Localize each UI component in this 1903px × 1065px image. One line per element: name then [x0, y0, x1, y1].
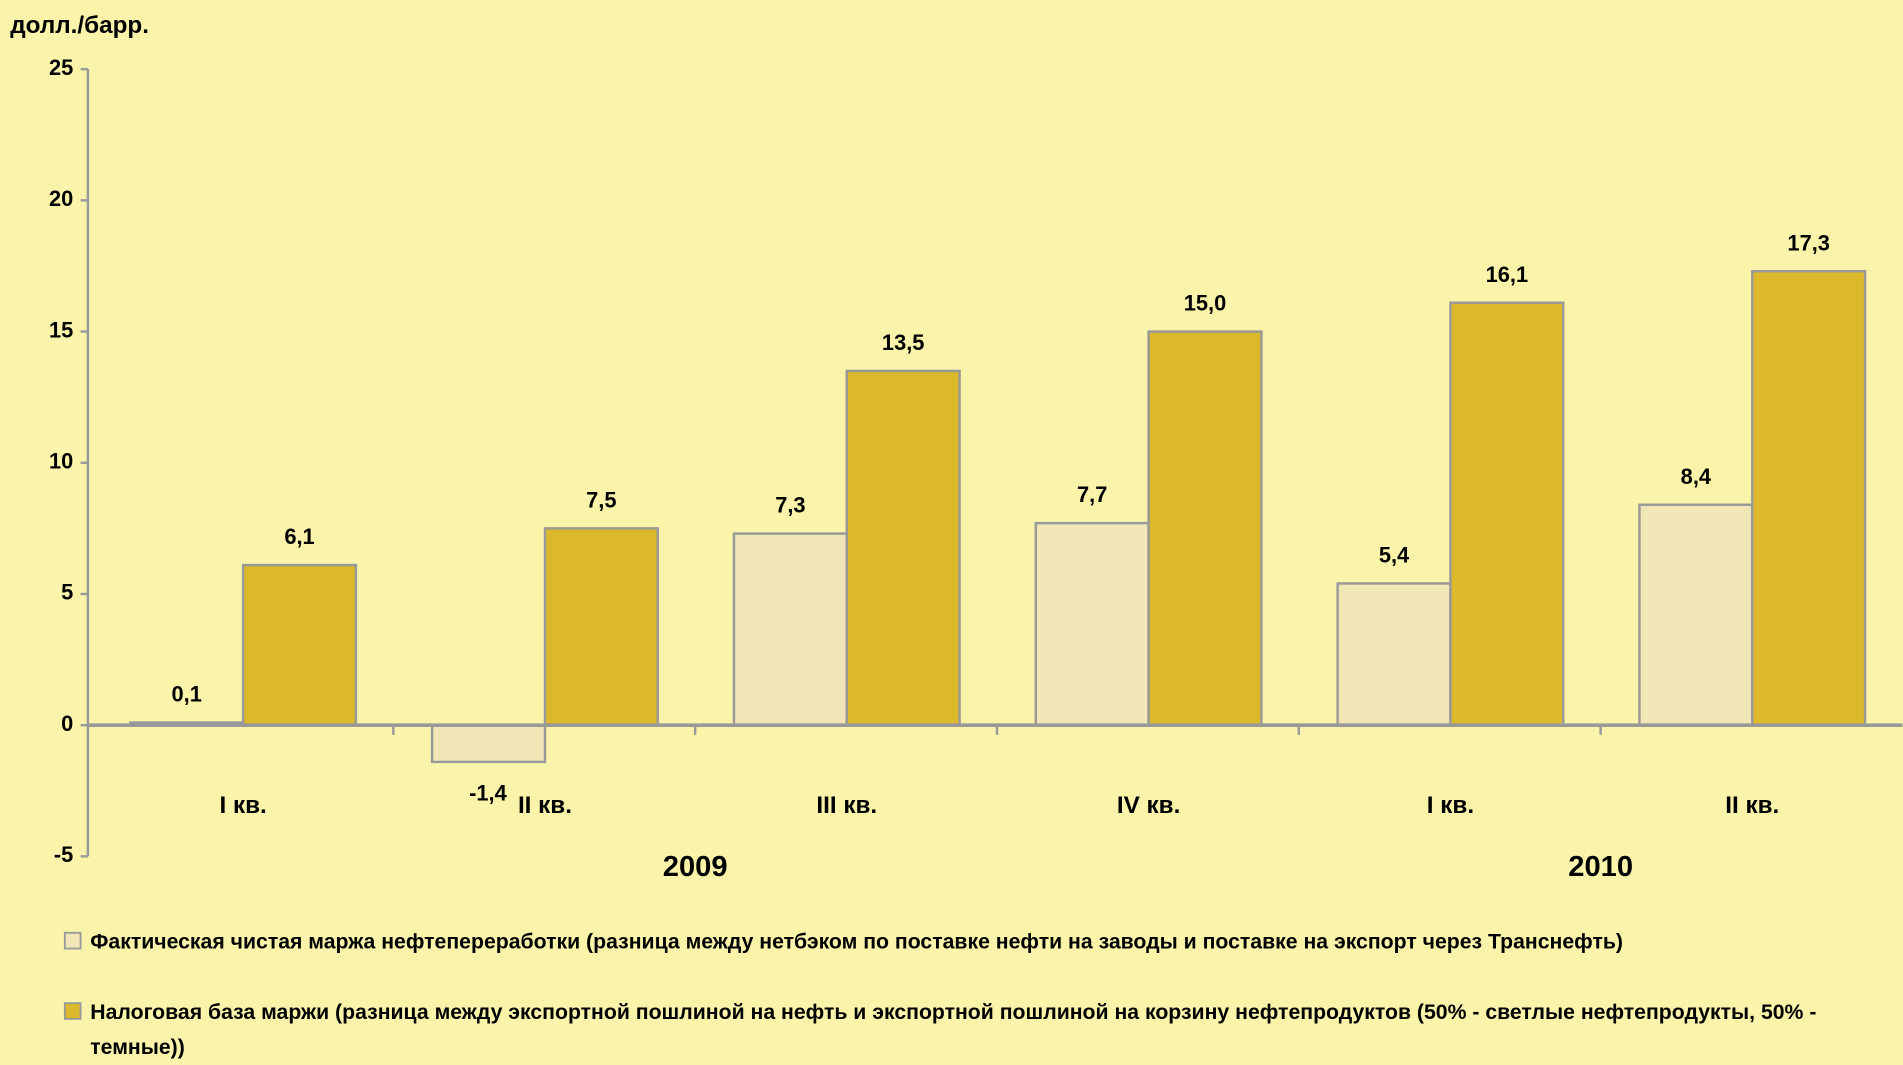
bar — [1751, 269, 1867, 727]
bar — [241, 563, 358, 727]
y-tick-label: 15 — [49, 317, 73, 342]
legend-swatch — [63, 931, 82, 950]
y-tick-label: 5 — [61, 580, 73, 605]
data-label: 16,1 — [1486, 262, 1528, 287]
bar — [845, 369, 961, 727]
data-label: 7,5 — [586, 487, 616, 512]
x-tick-label: II кв. — [1725, 792, 1779, 819]
bar — [543, 527, 659, 727]
y-tick-label: -5 — [54, 842, 73, 867]
bar — [430, 723, 547, 764]
data-label: 6,1 — [284, 524, 314, 549]
bar — [1147, 330, 1263, 727]
y-tick-label: 0 — [61, 711, 73, 736]
y-axis-label: долл./барр. — [10, 12, 149, 39]
data-label: 0,1 — [172, 682, 202, 707]
x-tick-label: III кв. — [816, 792, 877, 819]
data-label: -1,4 — [469, 780, 507, 805]
data-label: 17,3 — [1787, 230, 1829, 255]
bar — [1449, 301, 1565, 727]
legend-item: Налоговая база маржи (разница между эксп… — [90, 999, 1817, 1059]
y-tick-label: 20 — [49, 186, 73, 211]
y-tick-label: 10 — [49, 449, 73, 474]
data-label: 15,0 — [1184, 291, 1226, 316]
legend-label: Фактическая чистая маржа нефтепереработк… — [90, 929, 1623, 954]
y-tick-label: 25 — [49, 55, 73, 80]
group-label: 2010 — [1568, 851, 1633, 883]
group-label: 2009 — [663, 851, 728, 883]
data-label: 13,5 — [882, 330, 924, 355]
data-label: 7,7 — [1077, 482, 1107, 507]
x-tick-label: II кв. — [518, 792, 572, 819]
x-tick-label: I кв. — [1427, 792, 1474, 819]
data-label: 8,4 — [1681, 464, 1712, 489]
bar — [1034, 521, 1150, 727]
bar — [732, 532, 848, 727]
legend-item: Фактическая чистая маржа нефтепереработк… — [90, 929, 1623, 954]
bar — [1336, 582, 1452, 727]
data-label: 7,3 — [775, 493, 805, 518]
data-label: 5,4 — [1379, 543, 1410, 568]
x-tick-label: I кв. — [219, 792, 266, 819]
legend-swatch — [63, 1002, 82, 1020]
legend-label: Налоговая база маржи (разница между эксп… — [90, 999, 1817, 1059]
bar — [1638, 503, 1754, 727]
x-tick-label: IV кв. — [1117, 792, 1180, 819]
